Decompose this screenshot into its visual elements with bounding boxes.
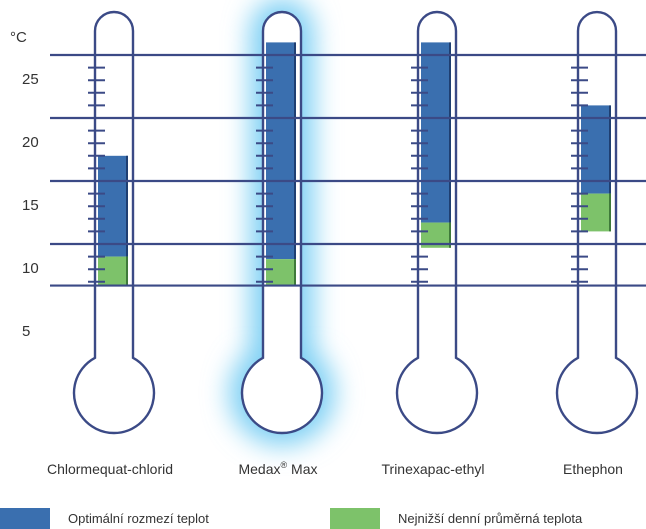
legend-item-optimal: Optimální rozmezí teplot <box>0 508 209 529</box>
legend-item-min-temp: Nejnižší denní průměrná teplota <box>330 508 582 529</box>
bar-edge <box>294 42 296 260</box>
y-tick-label: 5 <box>22 323 30 340</box>
category-label-2: Medax® Max <box>238 460 317 477</box>
y-tick-label: 15 <box>22 197 39 214</box>
bar-edge <box>609 193 611 232</box>
legend-label-min-temp: Nejnižší denní průměrná teplota <box>398 511 583 526</box>
y-tick-label: 20 <box>22 134 39 151</box>
bar-edge <box>294 259 296 286</box>
optimal-range-bar-4 <box>581 105 611 194</box>
legend-swatch-min-temp <box>330 508 380 529</box>
bar-edge <box>449 222 451 248</box>
y-tick-label: 10 <box>22 260 39 277</box>
optimal-range-bar-3 <box>421 42 451 223</box>
bar-edge <box>449 42 451 223</box>
bar-edge <box>126 256 128 286</box>
unit-label: °C <box>10 29 27 46</box>
legend: Optimální rozmezí teplot Nejnižší denní … <box>0 508 646 529</box>
category-label-1: Chlormequat-chlorid <box>47 461 173 477</box>
legend-swatch-optimal <box>0 508 50 529</box>
thermometer-chart: °C 5 10 15 20 25 Chlormequat-chlorid Medax® M… <box>10 0 646 477</box>
category-label-3: Trinexapac-ethyl <box>382 461 485 477</box>
min-temp-bar-1 <box>98 256 128 286</box>
legend-label-optimal: Optimální rozmezí teplot <box>68 511 209 526</box>
bar-edge <box>126 155 128 257</box>
min-temp-bar-4 <box>581 193 611 232</box>
category-label-4: Ethephon <box>563 461 623 477</box>
bar-edge <box>609 105 611 194</box>
optimal-range-bar-2 <box>266 42 296 260</box>
y-tick-label: 25 <box>22 71 39 88</box>
